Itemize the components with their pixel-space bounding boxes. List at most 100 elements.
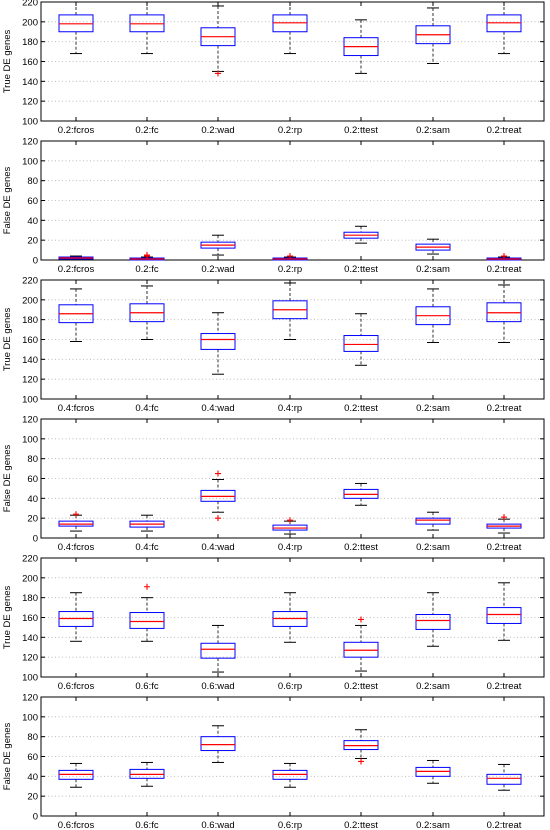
y-tick-label: 200 <box>22 295 38 306</box>
box-0.2:sam: 0.2:sam <box>415 2 451 136</box>
x-tick-label: 0.2:ttest <box>344 681 378 692</box>
x-tick-label: 0.4:wad <box>201 542 234 553</box>
x-tick-label: 0.2:ttest <box>344 820 378 830</box>
box-0.4:rp: 0.4:rp <box>272 280 308 414</box>
x-tick-label: 0.6:rp <box>278 681 302 692</box>
panel-4: 0 20 40 60 80 100 120 False DE genes 0.4:fcros 0.… <box>2 415 545 553</box>
x-tick-label: 0.2:fcros <box>58 264 95 275</box>
y-tick-label: 0 <box>33 812 38 823</box>
box-iqr <box>200 333 236 350</box>
y-tick-label: 180 <box>22 37 38 48</box>
x-tick-label: 0.2:treat <box>487 125 522 136</box>
y-tick-label: 0 <box>33 534 38 545</box>
box-0.2:wad: 0.2:wad <box>200 141 236 275</box>
outlier-marker <box>287 517 293 524</box>
x-tick-label: 0.4:rp <box>278 542 302 553</box>
y-tick-label: 20 <box>27 514 38 525</box>
y-tick-label: 80 <box>27 454 38 465</box>
y-axis-label: False DE genes <box>2 166 13 234</box>
x-tick-label: 0.2:treat <box>487 681 522 692</box>
box-iqr <box>415 614 451 630</box>
y-tick-label: 20 <box>27 792 38 803</box>
box-0.6:fc: 0.6:fc <box>129 697 165 830</box>
y-tick-label: 140 <box>22 77 38 88</box>
y-tick-label: 200 <box>22 17 38 28</box>
box-0.2:ttest: 0.2:ttest <box>343 419 379 553</box>
box-0.2:rp: 0.2:rp <box>272 141 308 275</box>
x-tick-label: 0.2:ttest <box>344 264 378 275</box>
x-tick-label: 0.2:sam <box>416 403 450 414</box>
x-tick-label: 0.6:fcros <box>58 681 95 692</box>
y-tick-label: 0 <box>33 256 38 267</box>
y-tick-label: 180 <box>22 315 38 326</box>
x-tick-label: 0.2:sam <box>416 820 450 830</box>
outlier-marker <box>215 70 221 77</box>
x-tick-label: 0.2:ttest <box>344 403 378 414</box>
panel-1: 100 120 140 160 180 200 220 True DE genes 0.2:fc… <box>2 0 545 136</box>
box-0.2:sam: 0.2:sam <box>415 280 451 414</box>
box-0.4:wad: 0.4:wad <box>200 280 236 414</box>
x-tick-label: 0.2:sam <box>416 681 450 692</box>
outlier-marker <box>215 515 221 522</box>
y-tick-label: 100 <box>22 117 38 128</box>
y-tick-label: 60 <box>27 474 38 485</box>
box-0.2:fcros: 0.2:fcros <box>58 2 94 136</box>
x-tick-label: 0.2:treat <box>487 403 522 414</box>
y-axis-label: True DE genes <box>2 307 13 371</box>
x-tick-label: 0.4:fcros <box>58 403 95 414</box>
box-0.6:fcros: 0.6:fcros <box>58 697 94 830</box>
y-axis-label: False DE genes <box>2 444 13 512</box>
y-tick-label: 160 <box>22 57 38 68</box>
x-tick-label: 0.4:fc <box>135 403 158 414</box>
y-tick-label: 220 <box>22 0 38 9</box>
panel-3: 100 120 140 160 180 200 220 True DE genes 0.4:fc… <box>2 276 545 414</box>
x-tick-label: 0.2:treat <box>487 820 522 830</box>
x-tick-label: 0.2:fc <box>135 125 158 136</box>
panel-2: 0 20 40 60 80 100 120 False DE genes 0.2:fcros 0.… <box>2 137 545 275</box>
x-tick-label: 0.2:wad <box>201 264 234 275</box>
y-tick-label: 100 <box>22 434 38 445</box>
x-tick-label: 0.2:sam <box>416 125 450 136</box>
box-0.4:fcros: 0.4:fcros <box>58 280 95 414</box>
box-0.6:rp: 0.6:rp <box>272 558 308 692</box>
outlier-marker <box>144 252 150 259</box>
y-tick-label: 20 <box>27 236 38 247</box>
outlier-marker <box>144 583 150 590</box>
y-axis-label: True DE genes <box>2 585 13 649</box>
y-tick-label: 100 <box>22 156 38 167</box>
y-tick-label: 40 <box>27 772 38 783</box>
box-0.2:sam: 0.2:sam <box>415 697 451 830</box>
box-0.6:rp: 0.6:rp <box>272 697 308 830</box>
box-0.2:treat: 0.2:treat <box>486 141 522 275</box>
box-0.2:wad: 0.2:wad <box>200 2 236 136</box>
box-iqr <box>486 773 522 785</box>
panel-5: 100 120 140 160 180 200 220 True DE genes 0.6:fc… <box>2 554 545 692</box>
box-iqr <box>200 736 236 752</box>
y-tick-label: 120 <box>22 653 38 664</box>
y-tick-label: 200 <box>22 573 38 584</box>
outlier-marker <box>73 511 79 518</box>
x-tick-label: 0.2:treat <box>487 542 522 553</box>
box-0.4:fc: 0.4:fc <box>129 280 165 414</box>
y-tick-label: 40 <box>27 494 38 505</box>
y-tick-label: 140 <box>22 355 38 366</box>
y-tick-label: 80 <box>27 732 38 743</box>
x-tick-label: 0.4:rp <box>278 403 302 414</box>
y-tick-label: 120 <box>22 137 38 148</box>
x-tick-label: 0.2:rp <box>278 125 302 136</box>
box-0.6:fcros: 0.6:fcros <box>58 558 95 692</box>
box-0.2:fcros: 0.2:fcros <box>58 141 95 275</box>
y-tick-label: 120 <box>22 375 38 386</box>
box-0.2:treat: 0.2:treat <box>486 697 522 830</box>
box-0.2:rp: 0.2:rp <box>272 2 308 136</box>
box-0.2:ttest: 0.2:ttest <box>343 558 379 692</box>
box-0.2:sam: 0.2:sam <box>415 558 451 692</box>
x-tick-label: 0.2:ttest <box>344 125 378 136</box>
box-0.4:fc: 0.4:fc <box>129 419 165 553</box>
box-0.2:sam: 0.2:sam <box>415 419 451 553</box>
y-tick-label: 220 <box>22 554 38 565</box>
y-tick-label: 60 <box>27 752 38 763</box>
y-axis-label: True DE genes <box>2 29 13 93</box>
y-tick-label: 220 <box>22 276 38 287</box>
